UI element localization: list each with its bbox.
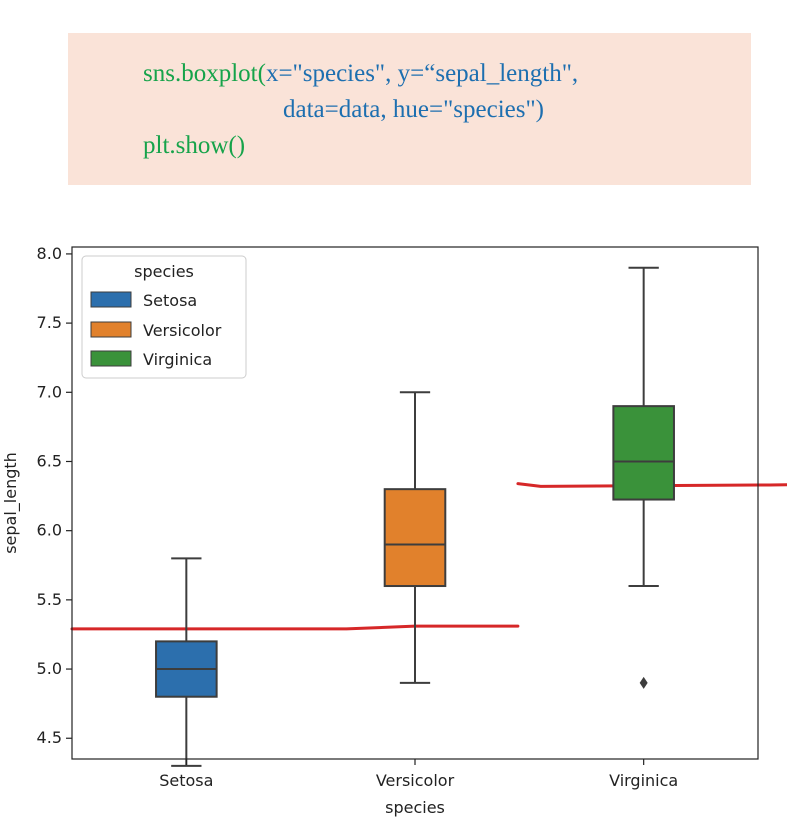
code-line-1: sns.boxplot(x="species", y=“sepal_length… <box>143 59 578 89</box>
y-axis: 4.5 5.0 5.5 6.0 6.5 7.0 7.5 8.0 <box>37 244 72 747</box>
y-axis-title: sepal_length <box>1 452 21 554</box>
y-tick-label: 8.0 <box>37 244 62 263</box>
code-line-2: data=data, hue="species") <box>283 96 544 123</box>
y-tick-label: 4.5 <box>37 728 62 747</box>
y-tick-label: 5.5 <box>37 590 62 609</box>
x-tick-label: Virginica <box>609 771 678 790</box>
x-tick-label: Setosa <box>159 771 213 790</box>
x-axis-title: species <box>385 798 445 817</box>
code-arguments-1: x="species", y=“sepal_length", <box>265 60 579 87</box>
plot-frame <box>71 246 759 760</box>
legend-label-setosa: Setosa <box>143 291 197 310</box>
outlier-point <box>639 676 648 689</box>
code-panel: sns.boxplot(x="species", y=“sepal_length… <box>68 33 751 185</box>
legend: species Setosa Versicolor Virginica <box>81 255 247 379</box>
box-versicolor <box>383 391 447 684</box>
legend-swatch-virginica <box>90 350 132 367</box>
y-tick-label: 7.5 <box>37 313 62 332</box>
legend-label-versicolor: Versicolor <box>143 321 222 340</box>
annotation-line-1 <box>70 624 520 631</box>
y-tick-label: 6.0 <box>37 521 62 540</box>
legend-title: species <box>134 262 194 281</box>
iqr-box <box>612 405 675 501</box>
legend-swatch-versicolor <box>90 321 132 338</box>
box-setosa <box>155 557 218 767</box>
x-tick-label: Versicolor <box>376 771 455 790</box>
code-function-call: sns.boxplot( <box>143 60 266 87</box>
legend-label-virginica: Virginica <box>143 350 212 369</box>
code-line-3: plt.show() <box>143 132 246 159</box>
legend-swatch-setosa <box>90 291 132 308</box>
y-tick-label: 6.5 <box>37 451 62 470</box>
boxes-layer <box>155 266 675 767</box>
iqr-box <box>383 488 447 588</box>
legend-frame <box>81 255 247 379</box>
y-tick-label: 5.0 <box>37 659 62 678</box>
y-tick-label: 7.0 <box>37 382 62 401</box>
boxplot-chart: 4.5 5.0 5.5 6.0 6.5 7.0 7.5 8.0 Setosa Versicolo… <box>1 244 787 817</box>
box-virginica <box>612 266 675 689</box>
x-axis: Setosa Versicolor Virginica <box>159 759 678 790</box>
